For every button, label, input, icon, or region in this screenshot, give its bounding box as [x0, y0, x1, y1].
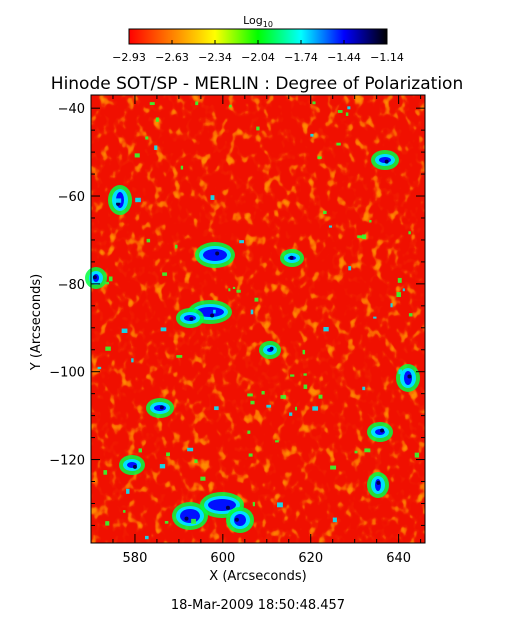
plot-frame	[90, 94, 426, 544]
colorbar-tick-label: −1.74	[284, 51, 318, 64]
x-axis: 580 600 620 640	[90, 95, 422, 566]
colorbar-tick-label: −2.04	[241, 51, 275, 64]
x-tick-label: 620	[298, 551, 323, 566]
y-tick-label: −120	[49, 454, 85, 469]
colorbar-tick-label: −2.93	[112, 51, 146, 64]
y-tick-label: −80	[58, 278, 85, 293]
colorbar-ticks: −2.93 −2.63 −2.34 −2.04 −1.74 −1.44 −1.14	[112, 40, 404, 64]
y-axis-label: Y (Arcseconds)	[29, 274, 44, 371]
colorbar-tick-label: −2.63	[155, 51, 189, 64]
timestamp: 18-Mar-2009 18:50:48.457	[171, 598, 345, 613]
x-tick-label: 580	[123, 551, 148, 566]
y-tick-label: −40	[58, 102, 85, 117]
y-axis: −40 −60 −80 −100 −120	[49, 102, 425, 526]
x-tick-label: 640	[386, 551, 411, 566]
heatmap-image	[85, 95, 425, 543]
colorbar-label: Log10	[243, 14, 273, 29]
colorbar-tick-label: −2.34	[198, 51, 232, 64]
colorbar-tick-label: −1.44	[327, 51, 361, 64]
colorbar: Log10 −2.93 −2.63 −2.34 −2.04 −1.74 −1.44 −1.1…	[112, 14, 404, 64]
x-axis-label: X (Arcseconds)	[209, 569, 306, 584]
y-tick-label: −100	[49, 366, 85, 381]
chart-title: Hinode SOT/SP - MERLIN : Degree of Polar…	[51, 74, 463, 94]
x-tick-label: 600	[210, 551, 235, 566]
colorbar-tick-label: −1.14	[370, 51, 404, 64]
y-tick-label: −60	[58, 190, 85, 205]
